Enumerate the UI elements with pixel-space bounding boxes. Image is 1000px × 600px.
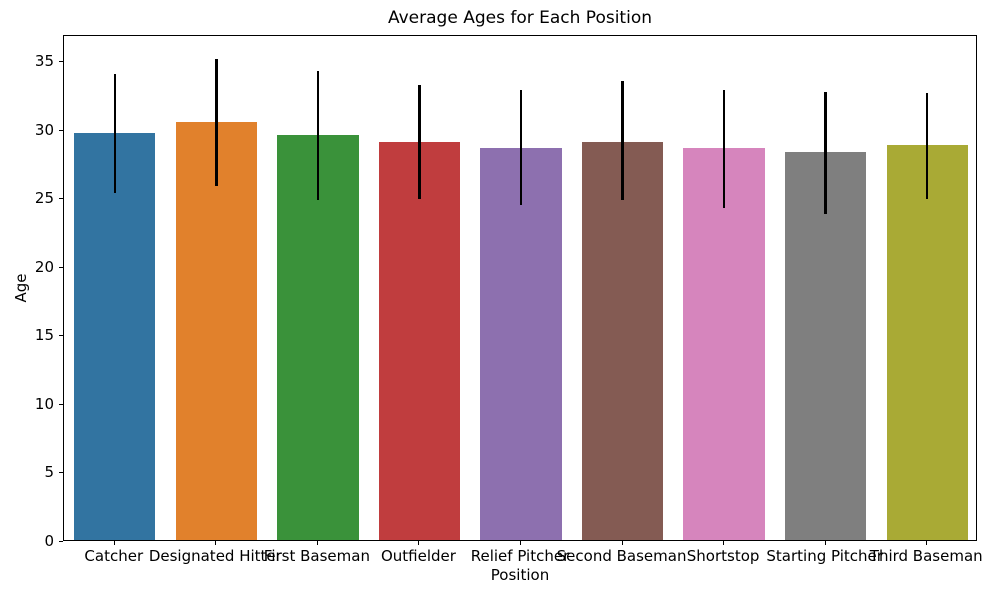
x-tick-label-catcher: Catcher — [84, 547, 144, 565]
x-tick-mark — [723, 541, 725, 545]
x-tick-label-outfielder: Outfielder — [380, 547, 456, 565]
y-tick-mark — [59, 198, 63, 200]
y-tick-label-5: 5 — [44, 463, 54, 482]
y-tick-mark — [59, 335, 63, 337]
error-bar-first-baseman — [316, 71, 320, 200]
x-tick-mark — [926, 541, 928, 545]
bar-outfielder — [378, 142, 461, 540]
x-tick-mark — [316, 541, 318, 545]
x-tick-label-starting-pitcher: Starting Pitcher — [766, 547, 883, 565]
y-tick-label-35: 35 — [34, 52, 54, 71]
bar-shortstop — [683, 147, 765, 540]
y-tick-label-10: 10 — [34, 394, 54, 413]
y-tick-mark — [59, 403, 63, 405]
y-tick-label-20: 20 — [34, 257, 54, 276]
error-bar-shortstop — [722, 90, 726, 209]
y-tick-label-15: 15 — [34, 326, 54, 345]
x-tick-label-designated-hitter: Designated Hitter — [148, 547, 282, 565]
chart-title: Average Ages for Each Position — [387, 8, 652, 28]
error-bar-second-baseman — [621, 80, 624, 200]
y-axis-label: Age — [12, 273, 30, 303]
plot-area — [63, 35, 977, 541]
x-tick-label-relief-pitcher: Relief Pitcher — [470, 547, 570, 565]
x-axis-label: Position — [490, 566, 550, 584]
y-tick-mark — [59, 61, 63, 63]
bar-starting-pitcher — [785, 151, 867, 540]
bar-designated-hitter — [175, 121, 257, 540]
error-bar-outfielder — [418, 84, 421, 199]
y-tick-mark — [59, 266, 63, 268]
y-tick-mark — [59, 541, 63, 542]
x-tick-mark — [824, 541, 826, 545]
bar-relief-pitcher — [480, 147, 562, 540]
x-tick-label-second-baseman: Second Baseman — [556, 547, 687, 565]
x-tick-label-first-baseman: First Baseman — [263, 547, 370, 565]
y-tick-mark — [59, 129, 63, 131]
x-tick-label-third-baseman: Third Baseman — [869, 547, 983, 565]
x-tick-mark — [215, 541, 217, 545]
bar-second-baseman — [581, 142, 664, 540]
error-bar-starting-pitcher — [824, 91, 827, 214]
bar-first-baseman — [277, 135, 359, 540]
bar-catcher — [74, 132, 156, 540]
error-bar-designated-hitter — [215, 58, 218, 187]
x-tick-mark — [520, 541, 521, 545]
y-tick-label-30: 30 — [34, 120, 54, 139]
x-tick-mark — [418, 541, 420, 545]
x-tick-mark — [113, 541, 115, 545]
y-tick-label-25: 25 — [34, 189, 54, 208]
error-bar-relief-pitcher — [519, 90, 523, 206]
y-tick-mark — [59, 472, 63, 474]
y-tick-label-0: 0 — [44, 532, 54, 550]
bar-third-baseman — [886, 145, 968, 540]
error-bar-catcher — [113, 73, 117, 194]
x-tick-mark — [621, 541, 623, 545]
error-bar-third-baseman — [925, 92, 929, 199]
x-tick-label-shortstop: Shortstop — [686, 547, 760, 565]
